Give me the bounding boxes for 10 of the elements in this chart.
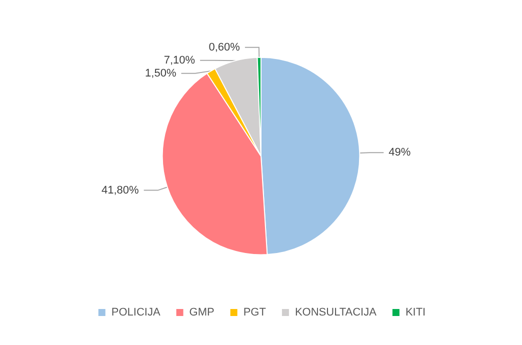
data-label: 7,10% — [164, 54, 196, 66]
legend-label: KONSULTACIJA — [294, 306, 378, 318]
data-label: 1,50% — [145, 67, 176, 80]
legend-label: GMP — [189, 306, 214, 318]
legend-label: KITI — [405, 306, 426, 318]
data-label: 41,80% — [102, 184, 140, 196]
legend-label: POLICIJA — [111, 306, 161, 318]
legend-label: PGT — [243, 306, 266, 318]
data-label: 0,60% — [208, 41, 240, 54]
data-label: 49% — [388, 146, 411, 159]
